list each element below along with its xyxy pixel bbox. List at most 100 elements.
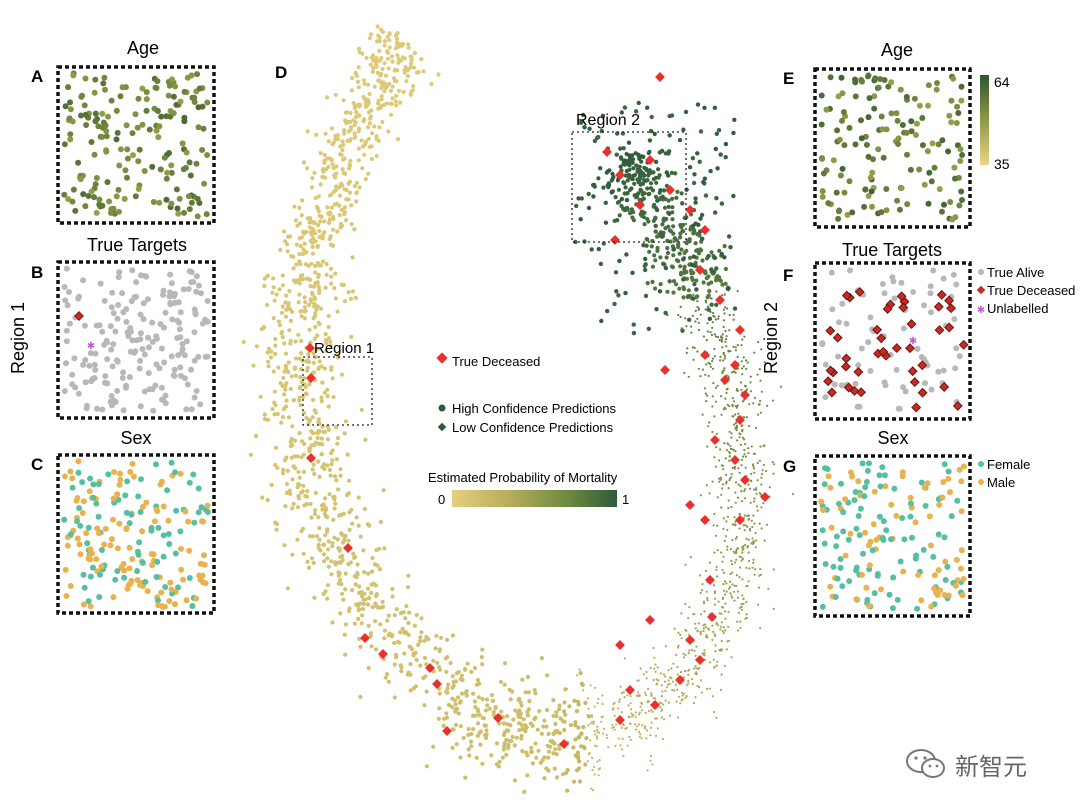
low-confidence-point	[771, 461, 774, 464]
pts-F-point	[852, 380, 859, 387]
high-confidence-point	[406, 66, 411, 71]
high-confidence-point	[366, 666, 371, 671]
high-confidence-point	[416, 642, 421, 648]
high-confidence-point	[651, 218, 656, 223]
low-confidence-point	[704, 373, 707, 376]
low-confidence-point	[626, 694, 629, 697]
high-confidence-point	[317, 228, 322, 234]
high-confidence-point	[347, 119, 353, 125]
true-deceased-point	[832, 332, 843, 343]
low-confidence-point	[654, 670, 657, 673]
high-confidence-point	[400, 55, 405, 60]
low-confidence-point	[666, 683, 670, 686]
pts-G-point	[912, 519, 919, 526]
high-confidence-point	[642, 222, 647, 227]
low-confidence-point	[724, 397, 727, 400]
low-confidence-point	[613, 728, 616, 731]
high-confidence-point	[714, 302, 719, 307]
pts-C-point	[128, 577, 135, 584]
low-confidence-point	[709, 310, 712, 314]
pts-B-point	[177, 372, 184, 379]
low-confidence-point	[605, 733, 608, 737]
true-deceased-point	[425, 663, 435, 673]
low-confidence-point	[713, 633, 717, 636]
high-confidence-point	[714, 196, 719, 201]
high-confidence-point	[295, 485, 300, 490]
pts-C-point	[67, 531, 74, 538]
high-confidence-point	[373, 619, 378, 624]
pts-B-point	[101, 297, 108, 304]
panel-f: True Targets F ✱ True Alive True Decease…	[783, 240, 1075, 421]
high-confidence-point	[356, 85, 361, 90]
low-confidence-point	[705, 363, 708, 366]
low-confidence-point	[713, 315, 716, 318]
high-confidence-point	[302, 295, 307, 300]
pts-C-point	[182, 508, 189, 515]
pts-G-point	[954, 497, 961, 504]
high-confidence-point	[305, 166, 310, 171]
pts-A-point	[134, 124, 141, 131]
low-confidence-point	[699, 375, 702, 378]
high-confidence-point	[567, 704, 572, 709]
high-confidence-point	[665, 246, 670, 251]
high-confidence-point	[525, 674, 531, 680]
high-confidence-point	[682, 250, 687, 255]
high-confidence-point	[690, 156, 696, 161]
pts-B-point	[168, 280, 175, 287]
pts-E-point	[871, 105, 878, 112]
low-confidence-point	[754, 546, 758, 549]
pts-B-point	[191, 394, 198, 401]
high-confidence-point	[641, 177, 646, 182]
pts-G-point	[853, 525, 860, 532]
high-confidence-point	[692, 172, 697, 177]
pts-A-point	[167, 108, 174, 114]
high-confidence-point	[392, 695, 397, 700]
pts-A-point	[104, 179, 111, 186]
pts-C-point	[129, 556, 136, 562]
high-confidence-point	[390, 594, 395, 599]
high-confidence-point	[392, 613, 397, 618]
pts-A-point	[85, 193, 92, 199]
high-confidence-point	[413, 650, 418, 656]
high-confidence-point	[582, 745, 587, 751]
low-confidence-point	[723, 312, 726, 315]
low-confidence-point	[708, 421, 711, 424]
high-confidence-point	[367, 596, 372, 601]
pts-C-point	[154, 558, 161, 565]
low-confidence-point	[717, 317, 720, 320]
pts-C-point	[143, 499, 150, 506]
high-confidence-point	[304, 276, 309, 281]
high-confidence-point	[323, 285, 328, 290]
high-confidence-point	[469, 744, 474, 749]
pts-G-point	[914, 605, 921, 612]
high-confidence-point	[631, 166, 636, 171]
low-confidence-point	[746, 546, 749, 549]
high-confidence-point	[476, 695, 481, 700]
pts-B-point	[64, 302, 71, 309]
high-confidence-point	[646, 326, 651, 331]
pts-E-point	[953, 120, 960, 126]
pts-C-point	[69, 475, 76, 482]
high-confidence-point	[450, 674, 455, 679]
low-confidence-point	[732, 313, 735, 316]
panel-c-frame	[56, 453, 216, 615]
low-confidence-point	[628, 715, 631, 718]
pts-C-point	[180, 576, 187, 583]
low-confidence-point	[710, 297, 713, 300]
pts-C-point	[151, 518, 158, 525]
legend-unlabelled: Unlabelled	[987, 301, 1048, 316]
pts-C-point	[90, 494, 97, 501]
high-confidence-point	[346, 562, 351, 567]
high-confidence-point	[333, 175, 338, 180]
pts-G-point	[870, 521, 877, 528]
high-confidence-point	[273, 336, 278, 342]
pts-G-point	[922, 502, 929, 509]
low-confidence-point	[755, 539, 758, 542]
pts-C-point	[195, 509, 202, 516]
pts-F-point	[950, 271, 957, 278]
high-confidence-point	[284, 482, 289, 487]
high-confidence-point	[295, 505, 300, 510]
high-confidence-point	[320, 236, 325, 241]
pts-C-point	[114, 545, 121, 552]
low-confidence-point	[679, 633, 682, 637]
